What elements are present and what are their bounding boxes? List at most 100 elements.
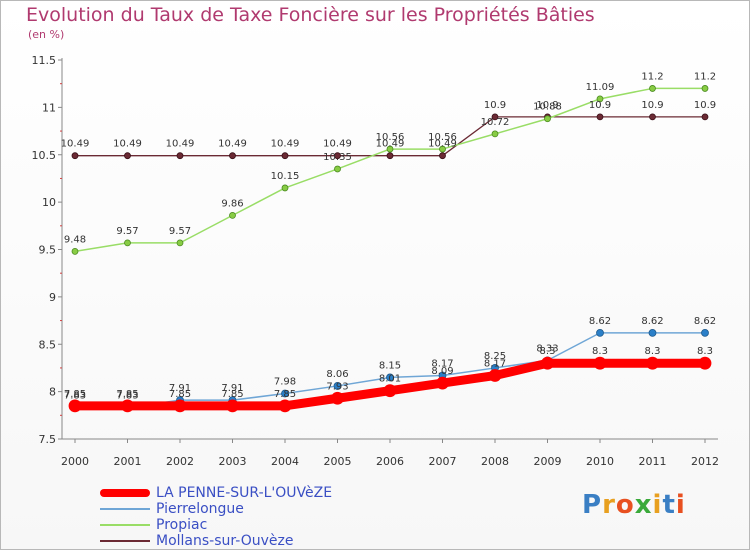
data-label-propiac: 9.57	[169, 226, 191, 237]
y-tick-label: 10	[42, 196, 56, 209]
y-tick-label: 11.5	[32, 54, 57, 67]
logo-letter: i	[675, 490, 686, 520]
data-label-mollans: 10.9	[536, 100, 558, 111]
data-point-propiac	[229, 211, 236, 219]
x-tick-label: 2006	[376, 455, 404, 468]
data-labels-propiac: 9.48 9.57 9.57 9.86 10.15 10.35 10.56 10.56 10.7…	[64, 71, 716, 245]
data-point-pierrelongue	[648, 328, 657, 337]
data-point-la-penne	[68, 399, 82, 413]
x-tick-label: 2000	[61, 455, 89, 468]
y-tick-label: 9.5	[39, 244, 57, 257]
data-point-la-penne	[646, 356, 659, 370]
data-point-la-penne	[383, 384, 397, 398]
data-point-pierrelongue	[701, 328, 709, 337]
data-label-la-penne: 7.85	[116, 389, 138, 400]
data-label-propiac: 10.35	[323, 152, 352, 163]
data-label-pierrelongue: 7.91	[169, 383, 191, 394]
data-point-propiac	[544, 115, 551, 123]
data-label-la-penne: 7.85	[64, 389, 86, 400]
y-axis-unit: (en %)	[28, 28, 65, 41]
data-point-pierrelongue	[333, 382, 342, 390]
data-label-pierrelongue: 7.83	[64, 391, 86, 402]
series-propiac	[71, 85, 709, 255]
data-label-propiac: 10.56	[376, 132, 405, 143]
data-label-la-penne: 8.3	[645, 346, 661, 357]
data-label-pierrelongue: 8.62	[694, 316, 716, 327]
x-tick-label: 2005	[324, 455, 352, 468]
x-tick-label: 2010	[586, 455, 614, 468]
data-label-la-penne: 8.3	[592, 346, 608, 357]
data-label-la-penne: 8.01	[379, 374, 401, 385]
data-label-la-penne: 7.85	[221, 389, 243, 400]
legend-label-pierrelongue: Pierrelongue	[156, 501, 244, 517]
data-point-propiac	[649, 85, 656, 92]
data-label-mollans: 10.9	[694, 100, 716, 111]
data-point-mollans	[281, 152, 289, 160]
data-label-propiac: 9.57	[116, 226, 138, 237]
data-point-propiac	[439, 145, 446, 153]
series-la-penne	[68, 356, 712, 413]
data-point-mollans	[386, 152, 394, 160]
data-label-pierrelongue: 8.25	[484, 351, 506, 362]
data-label-mollans: 10.9	[484, 100, 506, 111]
logo-letter: o	[615, 490, 635, 520]
data-point-mollans	[491, 113, 499, 121]
logo-letter: t	[662, 490, 676, 520]
data-point-mollans	[701, 113, 709, 121]
logo-letter: r	[602, 490, 616, 520]
data-label-pierrelongue: 8.33	[536, 343, 558, 354]
y-tick-label: 9	[49, 291, 56, 304]
data-point-la-penne	[226, 399, 239, 413]
x-tick-label: 2004	[271, 455, 299, 468]
data-label-la-penne: 8.3	[540, 346, 556, 357]
data-point-la-penne	[488, 369, 502, 382]
data-label-propiac: 10.88	[533, 102, 562, 113]
data-point-la-penne	[121, 399, 134, 413]
legend-swatch-pierrelongue	[100, 508, 150, 510]
x-tick-label: 2007	[429, 455, 457, 468]
chart-axes: 7.5 8 8.5 9 9.5 10 10.5 11 11.5 2000 2001 2002 2003 2…	[32, 54, 720, 468]
data-label-la-penne: 8.3	[697, 346, 713, 357]
data-point-propiac	[71, 247, 79, 255]
data-label-propiac: 11.2	[641, 71, 663, 82]
data-label-pierrelongue: 7.83	[116, 391, 138, 402]
data-labels-la-penne: 7.85 7.85 7.85 7.85 7.857.938.018.098.178.3 8…	[64, 346, 713, 400]
data-label-propiac: 9.48	[64, 234, 86, 245]
legend-label-propiac: Propiac	[156, 517, 208, 533]
data-point-mollans	[71, 152, 79, 160]
data-point-pierrelongue	[281, 389, 289, 398]
y-tick-label: 10.5	[32, 149, 57, 162]
chart-title: Evolution du Taux de Taxe Foncière sur l…	[26, 4, 595, 26]
data-point-propiac	[124, 239, 131, 247]
data-label-pierrelongue: 7.98	[274, 377, 296, 388]
data-label-mollans: 10.49	[113, 139, 142, 150]
data-label-la-penne: 8.09	[431, 366, 453, 377]
data-point-propiac	[176, 239, 184, 247]
logo-letter: i	[652, 490, 663, 520]
legend-entry-pierrelongue: Pierrelongue	[100, 501, 430, 517]
chart-series	[68, 85, 712, 413]
data-point-la-penne	[698, 356, 712, 370]
proxiti-logo: Proxiti	[582, 490, 686, 520]
data-point-mollans	[439, 152, 446, 160]
data-labels-pierrelongue: 7.83 7.837.91 7.917.988.068.15 8.178.258.33…	[64, 316, 716, 402]
data-label-pierrelongue: 8.06	[326, 369, 348, 380]
legend-swatch-mollans	[100, 540, 150, 542]
data-label-mollans: 10.49	[166, 139, 195, 150]
data-point-mollans	[649, 113, 656, 121]
legend-entry-la-penne: LA PENNE-SUR-L'OUVèZE	[100, 485, 430, 501]
y-tick-label: 11	[42, 101, 56, 114]
y-tick-label: 8	[49, 386, 56, 399]
y-tick-label: 7.5	[39, 433, 57, 446]
legend-entry-mollans: Mollans-sur-Ouvèze	[100, 533, 430, 549]
data-label-propiac: 10.56	[428, 132, 457, 143]
logo-letter: P	[582, 490, 603, 520]
data-point-mollans	[176, 152, 184, 160]
data-labels-mollans: 10.49 10.49 10.49 10.49 10.49 10.49 10.49 10.49…	[61, 100, 716, 150]
data-label-pierrelongue: 8.17	[431, 359, 453, 370]
data-point-la-penne	[436, 376, 449, 390]
data-point-la-penne	[331, 391, 344, 405]
data-point-la-penne	[173, 399, 187, 413]
